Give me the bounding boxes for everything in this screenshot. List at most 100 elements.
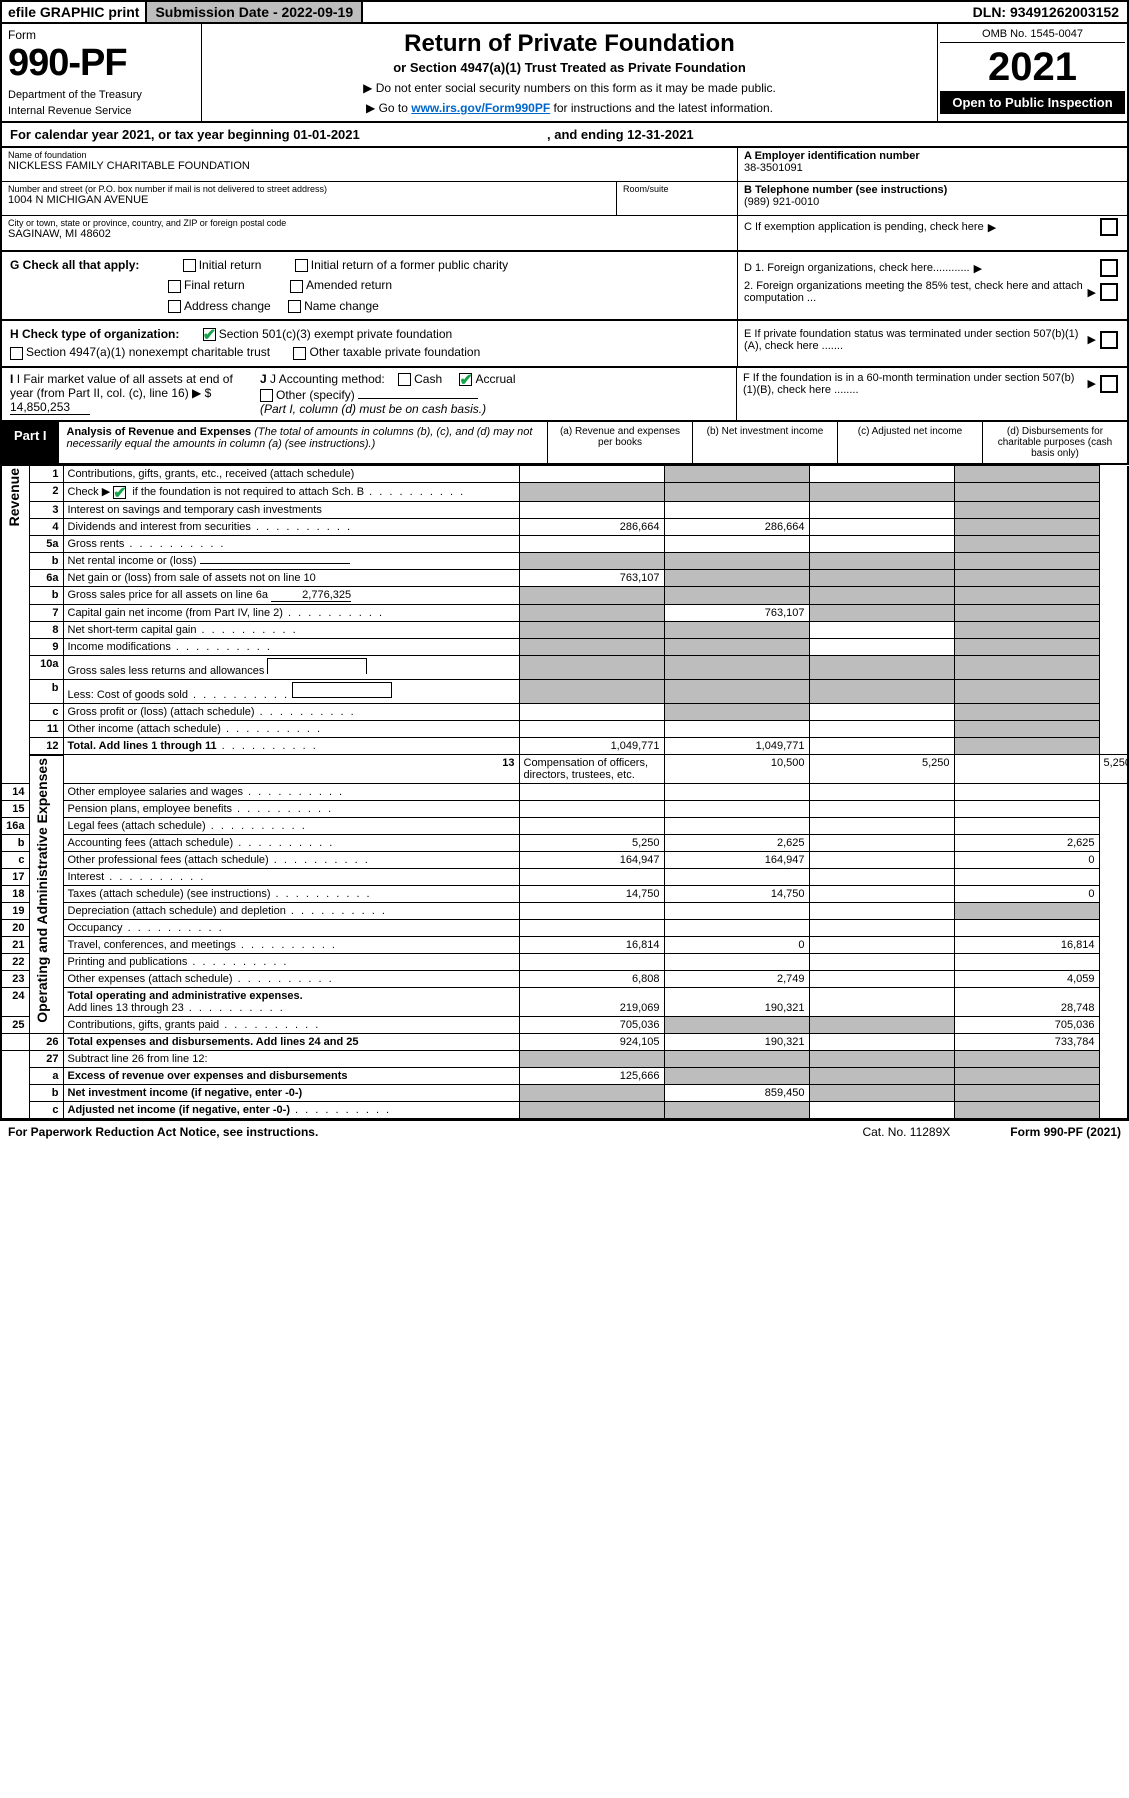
row-13: Operating and Administrative Expenses 13… xyxy=(1,755,1128,784)
r3-desc: Interest on savings and temporary cash i… xyxy=(63,501,519,518)
r10c-desc: Gross profit or (loss) (attach schedule) xyxy=(68,706,255,718)
cb-accrual[interactable] xyxy=(459,373,472,386)
form-subtitle: or Section 4947(a)(1) Trust Treated as P… xyxy=(212,60,927,75)
row-6b: bGross sales price for all assets on lin… xyxy=(1,586,1128,604)
lbl-j-other: Other (specify) xyxy=(276,388,355,402)
row-1: Revenue 1Contributions, gifts, grants, e… xyxy=(1,466,1128,483)
cb-f[interactable] xyxy=(1100,375,1118,393)
cb-cash[interactable] xyxy=(398,373,411,386)
r27a-desc: Excess of revenue over expenses and disb… xyxy=(68,1070,348,1082)
r25-d: 705,036 xyxy=(954,1017,1099,1034)
cb-e[interactable] xyxy=(1100,331,1118,349)
section-h-e: H Check type of organization: Section 50… xyxy=(0,321,1129,368)
r16c-d: 0 xyxy=(954,852,1099,869)
j-note: (Part I, column (d) must be on cash basi… xyxy=(260,402,728,416)
r7-desc: Capital gain net income (from Part IV, l… xyxy=(68,607,283,619)
r18-d: 0 xyxy=(954,886,1099,903)
foundation-name: NICKLESS FAMILY CHARITABLE FOUNDATION xyxy=(8,160,731,172)
c-label: C If exemption application is pending, c… xyxy=(744,221,984,233)
form-ref: Form 990-PF (2021) xyxy=(1010,1125,1121,1139)
cb-501c3[interactable] xyxy=(203,328,216,341)
row-15: 15Pension plans, employee benefits xyxy=(1,801,1128,818)
r23-d: 4,059 xyxy=(954,971,1099,988)
r18-a: 14,750 xyxy=(519,886,664,903)
ein-label: A Employer identification number xyxy=(744,150,1121,162)
r27b-desc: Net investment income (if negative, ente… xyxy=(68,1087,303,1099)
cb-addr-change[interactable] xyxy=(168,300,181,313)
r13-b: 5,250 xyxy=(809,755,954,784)
cb-schb[interactable] xyxy=(113,486,126,499)
cb-4947[interactable] xyxy=(10,347,23,360)
row-3: 3Interest on savings and temporary cash … xyxy=(1,501,1128,518)
cb-name-change[interactable] xyxy=(288,300,301,313)
cb-final[interactable] xyxy=(168,280,181,293)
r26-a: 924,105 xyxy=(519,1034,664,1051)
top-bar: efile GRAPHIC print Submission Date - 20… xyxy=(0,0,1129,24)
col-c-header: (c) Adjusted net income xyxy=(837,422,982,463)
row-4: 4Dividends and interest from securities2… xyxy=(1,518,1128,535)
r20-desc: Occupancy xyxy=(68,922,123,934)
row-6a: 6aNet gain or (loss) from sale of assets… xyxy=(1,569,1128,586)
cb-other-tax[interactable] xyxy=(293,347,306,360)
r16c-desc: Other professional fees (attach schedule… xyxy=(68,854,269,866)
i-label: I Fair market value of all assets at end… xyxy=(10,372,233,400)
open-inspection: Open to Public Inspection xyxy=(940,91,1125,114)
r6a-a: 763,107 xyxy=(519,569,664,586)
header-center: Return of Private Foundation or Section … xyxy=(202,24,937,121)
row-5a: 5aGross rents xyxy=(1,535,1128,552)
cb-amended[interactable] xyxy=(290,280,303,293)
r14-desc: Other employee salaries and wages xyxy=(68,786,243,798)
r13-d: 5,250 xyxy=(1099,755,1128,784)
irs-link[interactable]: www.irs.gov/Form990PF xyxy=(411,101,550,115)
i-value: 14,850,253 xyxy=(10,400,90,415)
r8-desc: Net short-term capital gain xyxy=(68,624,197,636)
r10b-desc: Less: Cost of goods sold xyxy=(68,689,188,701)
r16a-desc: Legal fees (attach schedule) xyxy=(68,820,206,832)
cal-mid: , and ending xyxy=(547,127,627,142)
row-16c: cOther professional fees (attach schedul… xyxy=(1,852,1128,869)
note2-pre: ▶ Go to xyxy=(366,101,411,115)
lbl-cash: Cash xyxy=(414,372,442,386)
efile-label: efile GRAPHIC print xyxy=(2,2,145,22)
lbl-final: Final return xyxy=(184,278,245,292)
entity-info: Name of foundation NICKLESS FAMILY CHARI… xyxy=(0,148,1129,252)
lbl-addr-change: Address change xyxy=(184,299,271,313)
row-10c: cGross profit or (loss) (attach schedule… xyxy=(1,703,1128,720)
lbl-initial-former: Initial return of a former public charit… xyxy=(311,258,508,272)
cb-d2[interactable] xyxy=(1100,283,1118,301)
lbl-initial: Initial return xyxy=(199,258,262,272)
row-23: 23Other expenses (attach schedule)6,8082… xyxy=(1,971,1128,988)
cb-initial-former[interactable] xyxy=(295,259,308,272)
tel-label: B Telephone number (see instructions) xyxy=(744,184,1121,196)
row-7: 7Capital gain net income (from Part IV, … xyxy=(1,604,1128,621)
r27b-b: 859,450 xyxy=(664,1085,809,1102)
row-2: 2Check ▶ if the foundation is not requir… xyxy=(1,483,1128,502)
header-right: OMB No. 1545-0047 2021 Open to Public In… xyxy=(937,24,1127,121)
cb-initial[interactable] xyxy=(183,259,196,272)
r2-post: if the foundation is not required to att… xyxy=(132,486,364,498)
row-24: 24Total operating and administrative exp… xyxy=(1,988,1128,1017)
pra-notice: For Paperwork Reduction Act Notice, see … xyxy=(8,1125,318,1139)
lbl-other-tax: Other taxable private foundation xyxy=(309,345,480,359)
row-21: 21Travel, conferences, and meetings16,81… xyxy=(1,937,1128,954)
r25-desc: Contributions, gifts, grants paid xyxy=(68,1019,220,1031)
h-label: H Check type of organization: xyxy=(10,327,179,341)
dept-treasury: Department of the Treasury xyxy=(8,89,195,101)
lbl-accrual: Accrual xyxy=(475,372,515,386)
row-27b: bNet investment income (if negative, ent… xyxy=(1,1085,1128,1102)
r10a-desc: Gross sales less returns and allowances xyxy=(68,665,265,677)
r17-desc: Interest xyxy=(68,871,105,883)
expenses-side-label: Operating and Administrative Expenses xyxy=(34,758,50,1023)
g-label: G Check all that apply: xyxy=(10,258,139,272)
row-16b: bAccounting fees (attach schedule)5,2502… xyxy=(1,835,1128,852)
r26-desc: Total expenses and disbursements. Add li… xyxy=(68,1036,359,1048)
c-checkbox[interactable] xyxy=(1100,218,1118,236)
row-16a: 16aLegal fees (attach schedule) xyxy=(1,818,1128,835)
cb-j-other[interactable] xyxy=(260,389,273,402)
row-27a: aExcess of revenue over expenses and dis… xyxy=(1,1068,1128,1085)
row-20: 20Occupancy xyxy=(1,920,1128,937)
e-label: E If private foundation status was termi… xyxy=(744,328,1084,352)
r16b-desc: Accounting fees (attach schedule) xyxy=(68,837,234,849)
name-label: Name of foundation xyxy=(8,150,731,160)
cb-d1[interactable] xyxy=(1100,259,1118,277)
